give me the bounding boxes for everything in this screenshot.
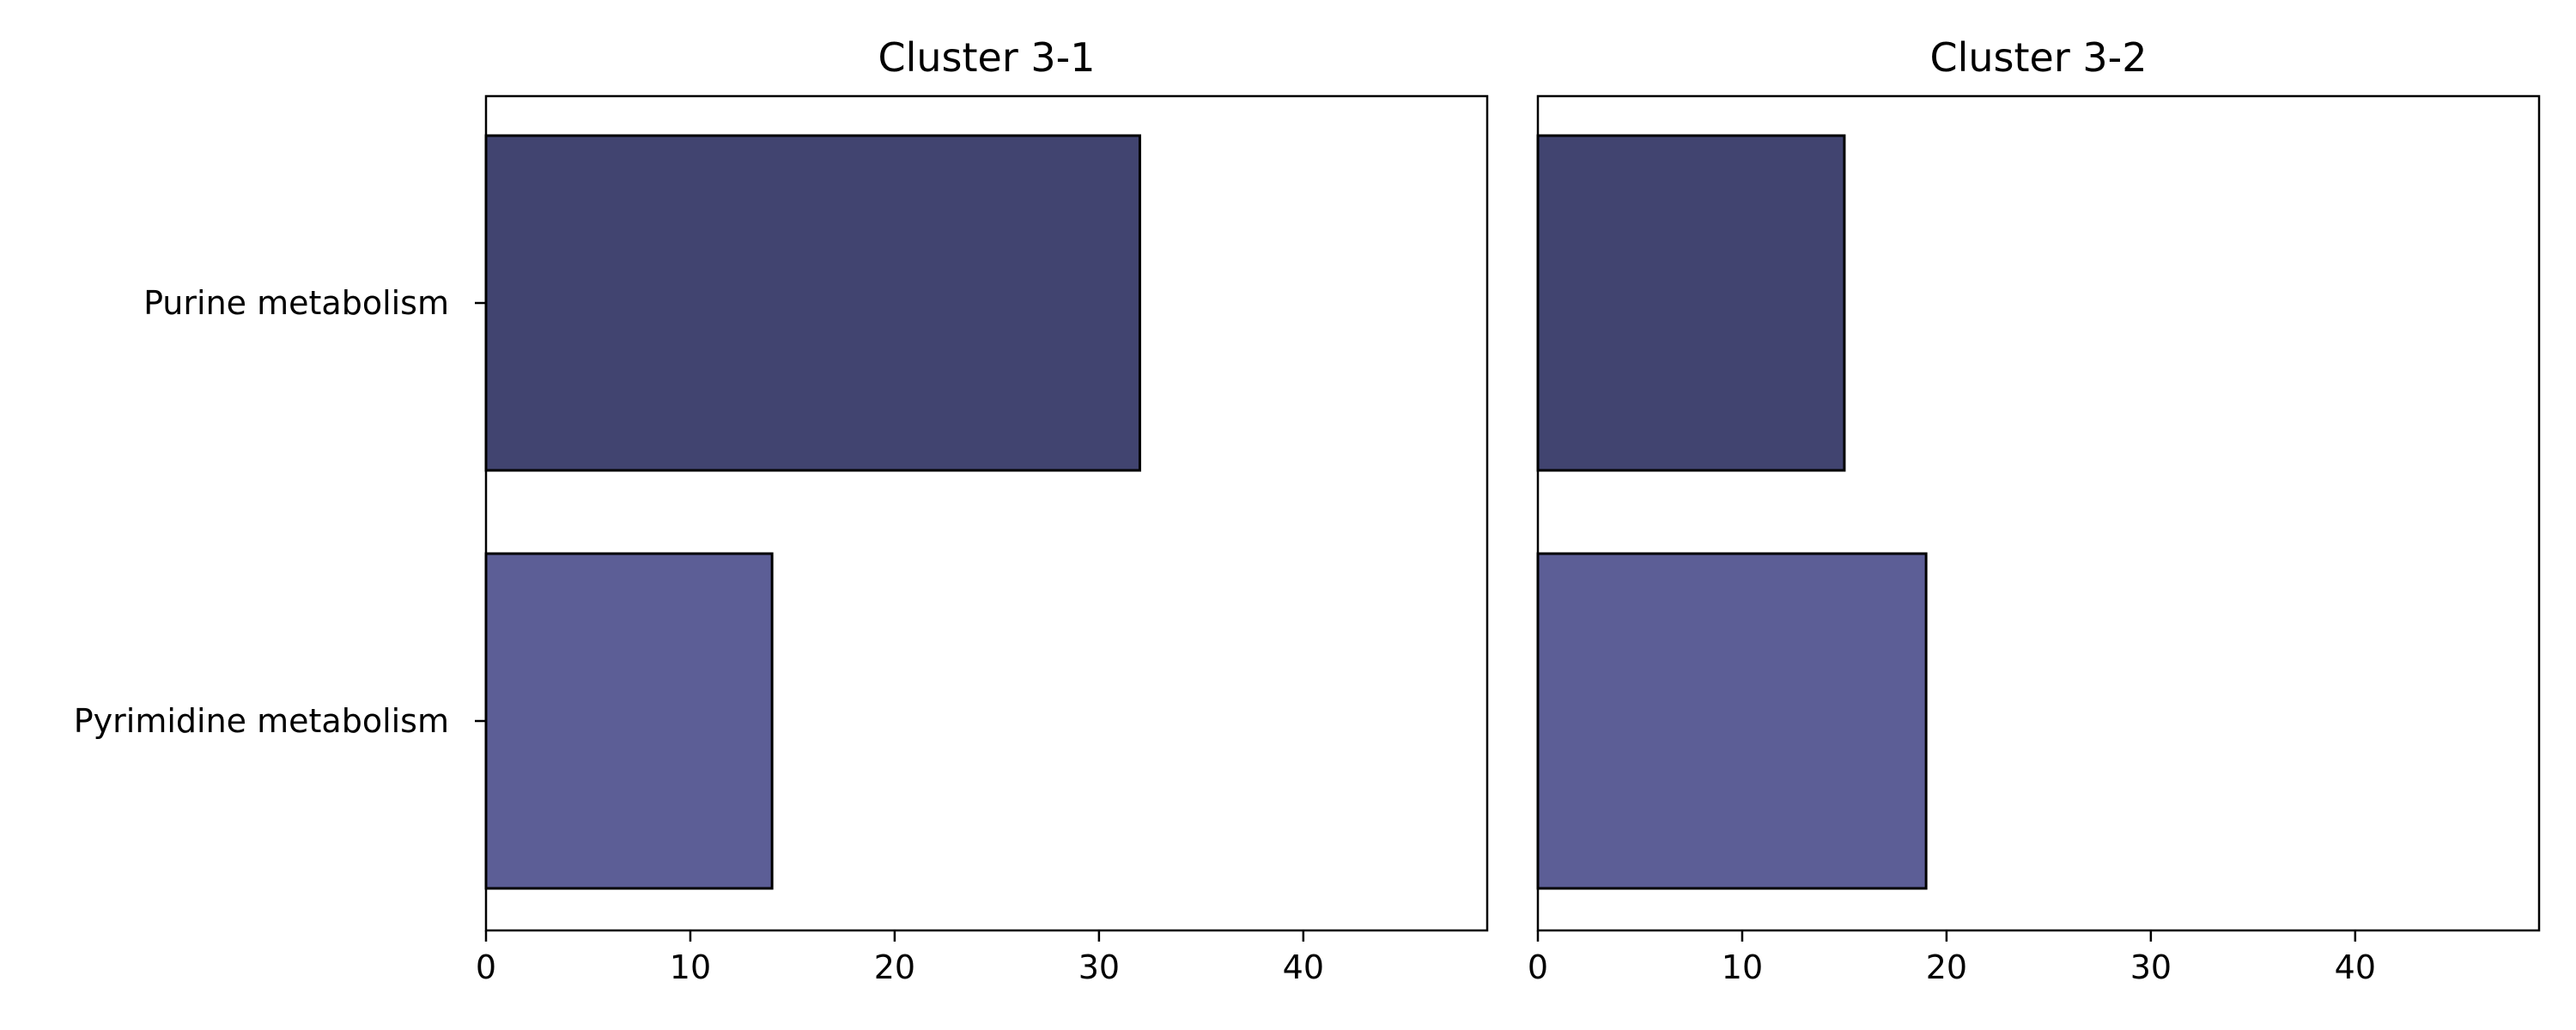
x-tick-label: 10 (670, 948, 711, 986)
bar-pyrimidine-metabolism (1536, 552, 1928, 890)
x-tick-label: 40 (1283, 948, 1324, 986)
category-label: Purine metabolism (143, 284, 449, 322)
x-tick-label: 0 (476, 948, 496, 986)
x-tick-label: 30 (2130, 948, 2172, 986)
x-tick-label: 30 (1078, 948, 1120, 986)
category-label: Pyrimidine metabolism (74, 702, 449, 740)
x-tick-label: 10 (1722, 948, 1763, 986)
plot-frame (1536, 94, 2541, 932)
x-tick-label: 40 (2335, 948, 2376, 986)
x-tick-label: 20 (1926, 948, 1967, 986)
bar-purine-metabolism (484, 134, 1141, 472)
plot-frame (484, 94, 1489, 932)
panel-title: Cluster 3-2 (1929, 34, 2147, 81)
bar-pyrimidine-metabolism (484, 552, 774, 890)
x-tick-label: 0 (1528, 948, 1548, 986)
panel-title: Cluster 3-1 (878, 34, 1095, 81)
bar-purine-metabolism (1536, 134, 1846, 472)
x-tick-label: 20 (874, 948, 915, 986)
